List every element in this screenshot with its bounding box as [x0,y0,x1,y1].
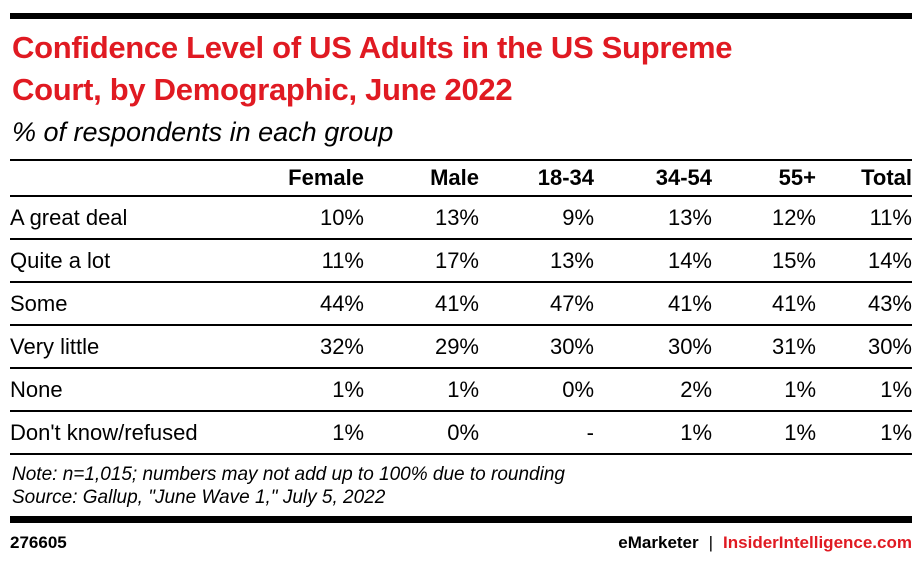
table-cell: 32% [319,333,364,359]
source-text: Source: Gallup, "June Wave 1," July 5, 2… [12,487,386,508]
brand-group: eMarketer | InsiderIntelligence.com [618,533,912,553]
row-label: None [10,376,63,402]
data-table: Female Male 18-34 34-54 55+ Total A great dea… [10,159,912,455]
table-row: Some 44% 41% 47% 41% 41% 43% [10,282,912,325]
table-cell: - [586,419,594,445]
emarketer-brand: eMarketer [618,533,699,552]
bottom-rule [10,516,912,523]
table-cell: 13% [549,247,594,273]
table-cell: 41% [771,290,816,316]
footer: 276605 eMarketer | InsiderIntelligence.c… [10,533,912,553]
brand-separator: | [708,533,714,552]
table-cell: 17% [434,247,479,273]
column-header: 34-54 [594,160,712,197]
table-cell: 41% [667,290,712,316]
column-header: 55+ [712,160,816,197]
table-cell: 29% [434,333,479,359]
row-label: A great deal [10,204,128,230]
column-header: Female [254,160,364,197]
footnotes: Note: n=1,015; numbers may not add up to… [12,463,912,509]
table-cell: 12% [771,204,816,230]
table-cell: 1% [332,376,364,402]
table-cell: 47% [549,290,594,316]
row-label: Don't know/refused [10,419,198,445]
table-row: Don't know/refused 1% 0% - 1% 1% 1% [10,411,912,454]
table-cell: 13% [434,204,479,230]
table-cell: 1% [880,419,912,445]
insider-intelligence-url: InsiderIntelligence.com [723,533,912,552]
column-header: Male [364,160,479,197]
table-cell: 1% [680,419,712,445]
table-cell: 44% [319,290,364,316]
table-cell: 41% [434,290,479,316]
table-cell: 10% [319,204,364,230]
table-cell: 1% [332,419,364,445]
table-cell: 9% [562,204,594,230]
table-cell: 0% [562,376,594,402]
table-cell: 2% [680,376,712,402]
table-cell: 11% [869,204,912,230]
table-row: None 1% 1% 0% 2% 1% 1% [10,368,912,411]
row-label: Quite a lot [10,247,111,273]
table-body: A great deal 10% 13% 9% 13% 12% 11% Quite a lot… [10,196,912,454]
column-header-empty [10,160,254,197]
chart-number: 276605 [10,533,67,552]
table-cell: 30% [549,333,594,359]
table-row: Quite a lot 11% 17% 13% 14% 15% 14% [10,239,912,282]
column-header: 18-34 [479,160,594,197]
table-row: A great deal 10% 13% 9% 13% 12% 11% [10,196,912,239]
page-title-line-2: Court, by Demographic, June 2022 [12,72,513,107]
table-cell: 43% [867,290,912,316]
page-title-line-1: Confidence Level of US Adults in the US … [12,30,733,65]
table-cell: 1% [880,376,912,402]
table-cell: 0% [447,419,479,445]
row-label: Some [10,290,68,316]
table-cell: 31% [771,333,816,359]
table-row: Very little 32% 29% 30% 30% 31% 30% [10,325,912,368]
table-cell: 14% [667,247,712,273]
table-cell: 30% [667,333,712,359]
table-cell: 1% [784,419,816,445]
table-cell: 14% [867,247,912,273]
top-rule [10,13,912,19]
column-header: Total [816,160,912,197]
table-header-row: Female Male 18-34 34-54 55+ Total [10,160,912,197]
table-cell: 11% [321,247,364,273]
table-cell: 13% [667,204,712,230]
row-label: Very little [10,333,100,359]
page-title: Confidence Level of US Adults in the US … [12,27,912,111]
table-cell: 1% [447,376,479,402]
table-cell: 15% [771,247,816,273]
table-cell: 1% [784,376,816,402]
table-cell: 30% [867,333,912,359]
chart-card: Confidence Level of US Adults in the US … [0,13,922,572]
page-subtitle: % of respondents in each group [12,117,394,147]
note-text: Note: n=1,015; numbers may not add up to… [12,464,565,485]
